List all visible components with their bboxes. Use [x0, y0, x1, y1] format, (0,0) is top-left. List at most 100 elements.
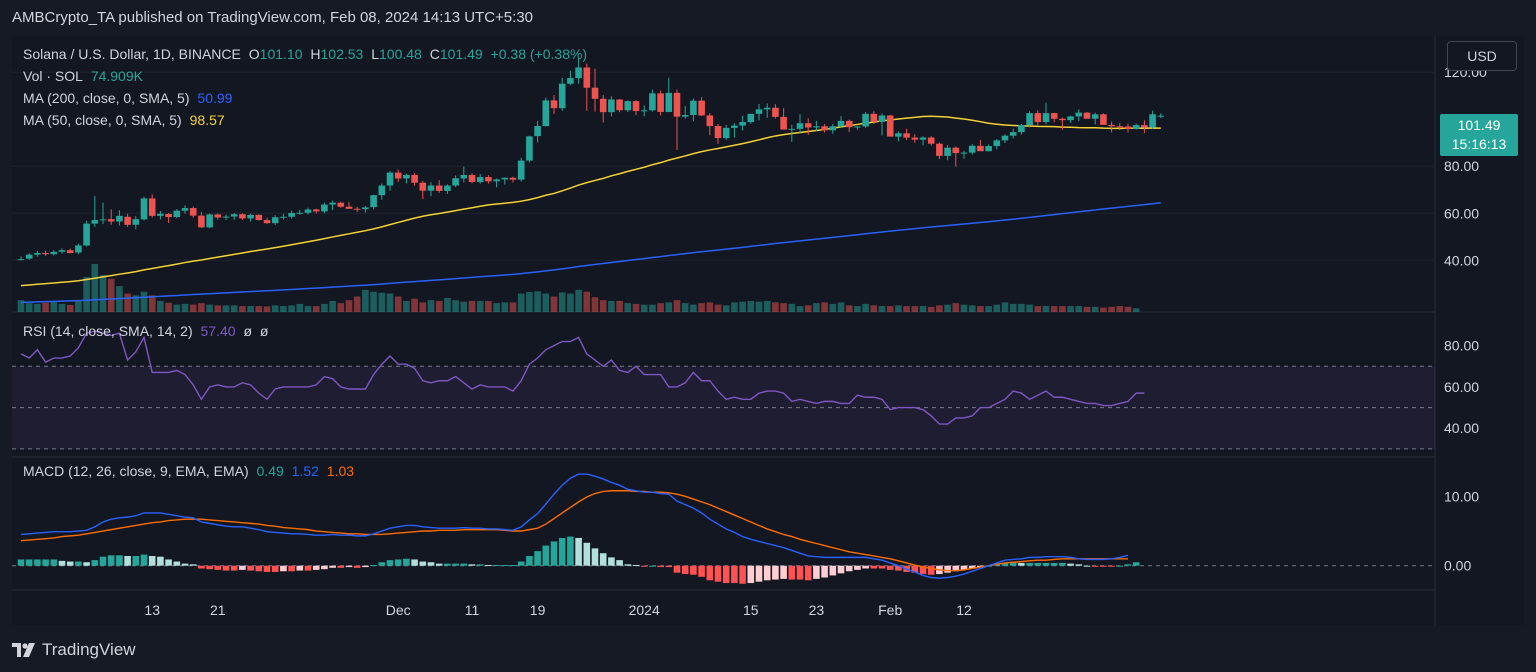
macd-histogram-bar [132, 555, 140, 566]
candle-body [968, 145, 976, 153]
macd-histogram-bar [280, 565, 287, 572]
candle-body [763, 107, 771, 110]
macd-histogram-bar [304, 565, 312, 571]
volume-bar [968, 305, 976, 312]
candle-body [870, 113, 878, 122]
candle-body [1132, 125, 1140, 129]
symbol-legend[interactable]: Solana / U.S. Dollar, 1D, BINANCE O101.1… [23, 46, 591, 62]
macd-histogram-bar [829, 565, 837, 576]
volume-bar [280, 306, 287, 312]
volume-bar [198, 303, 205, 312]
rsi-axis-tick: 40.00 [1444, 420, 1479, 436]
time-axis-tick: 23 [809, 602, 825, 618]
time-axis-tick: 2024 [629, 602, 660, 618]
rsi-na-1: ø [243, 323, 253, 339]
macd-histogram-bar [206, 565, 213, 570]
volume-bar [854, 306, 861, 312]
candle-body [1100, 114, 1107, 125]
chart-canvas[interactable]: 40.0060.0080.00120.0040.0060.0080.000.00… [12, 36, 1524, 625]
candle-body [591, 87, 599, 99]
macd-histogram-bar [509, 565, 517, 567]
volume-bar [493, 303, 500, 312]
macd-histogram-bar [157, 556, 164, 566]
volume-bar [1042, 306, 1050, 312]
candle-body [681, 114, 689, 117]
macd-histogram-bar [50, 559, 58, 566]
volume-bar [321, 303, 328, 312]
low-label: L [371, 46, 380, 62]
volume-bar [575, 289, 582, 312]
macd-histogram-bar [230, 565, 238, 571]
candle-body [550, 100, 558, 109]
macd-label: MACD (12, 26, close, 9, EMA, EMA) [23, 463, 249, 479]
volume-bar [886, 306, 894, 312]
volume-bar [583, 291, 591, 312]
macd-histogram-bar [370, 565, 377, 567]
candle-body [690, 100, 697, 115]
macd-histogram-bar [1018, 562, 1025, 566]
candle-body [288, 213, 295, 217]
low-value: 100.48 [379, 46, 422, 62]
macd-legend[interactable]: MACD (12, 26, close, 9, EMA, EMA) 0.49 1… [23, 463, 358, 479]
volume-bar [960, 304, 968, 312]
open-label: O [248, 46, 260, 62]
ma200-legend[interactable]: MA (200, close, 0, SMA, 5) 50.99 [23, 90, 236, 106]
volume-bar [1132, 308, 1140, 312]
ma50-legend[interactable]: MA (50, close, 0, SMA, 5) 98.57 [23, 112, 229, 128]
macd-histogram-bar [878, 565, 886, 569]
candle-body [944, 147, 951, 156]
macd-histogram-bar [944, 565, 951, 573]
macd-histogram-bar [362, 565, 369, 568]
volume-bar [936, 305, 943, 312]
time-axis-tick: 15 [743, 602, 759, 618]
candle-body [878, 115, 886, 122]
candle-body [165, 213, 172, 218]
macd-histogram-bar [107, 555, 115, 566]
volume-bar [681, 303, 689, 312]
candle-body [206, 214, 213, 228]
footer-brand[interactable]: TradingView [12, 639, 136, 661]
currency-button[interactable]: USD [1447, 41, 1517, 71]
candle-body [1091, 114, 1099, 119]
macd-histogram-bar [288, 565, 295, 572]
candle-body [132, 219, 140, 225]
macd-histogram-bar [1075, 564, 1083, 566]
macd-histogram-bar [739, 565, 746, 584]
volume-bar [501, 302, 509, 312]
volume-bar [534, 291, 541, 312]
candle-body [66, 250, 74, 253]
volume-bar [444, 297, 451, 312]
volume-bar [99, 275, 107, 312]
macd-histogram-bar [919, 565, 927, 575]
volume-bar [591, 297, 599, 312]
volume-bar [731, 302, 738, 312]
change-value: +0.38 (+0.38%) [490, 46, 588, 62]
macd-histogram-bar [394, 559, 402, 566]
macd-histogram-bar [476, 564, 484, 566]
macd-histogram-bar [690, 565, 697, 575]
macd-histogram-bar [427, 562, 435, 566]
candle-body [271, 217, 279, 224]
volume-bar [657, 303, 664, 312]
volume-legend[interactable]: Vol · SOL 74.909K [23, 68, 147, 84]
volume-bar [558, 292, 566, 312]
macd-histogram-bar [58, 560, 66, 566]
chart-frame[interactable]: 40.00 60.00 80.00 120.00 40.00 60.00 80.00 0.00… [12, 36, 1524, 625]
volume-bar [755, 301, 763, 312]
macd-histogram-bar [255, 565, 263, 572]
macd-histogram-bar [198, 565, 205, 569]
candle-body [1001, 135, 1009, 141]
candle-body [435, 185, 443, 191]
rsi-legend[interactable]: RSI (14, close, SMA, 14, 2) 57.40 ø ø [23, 323, 272, 339]
macd-histogram-bar [1034, 562, 1042, 566]
macd-histogram-bar [321, 565, 328, 570]
candle-body [1124, 126, 1132, 129]
candle-body [280, 216, 287, 218]
volume-bar [181, 303, 189, 312]
macd-histogram-bar [485, 565, 492, 567]
volume-bar [985, 306, 992, 312]
volume-bar [132, 295, 140, 312]
candle-body [1116, 126, 1124, 128]
macd-histogram-bar [140, 554, 148, 566]
macd-histogram-bar [747, 565, 755, 584]
